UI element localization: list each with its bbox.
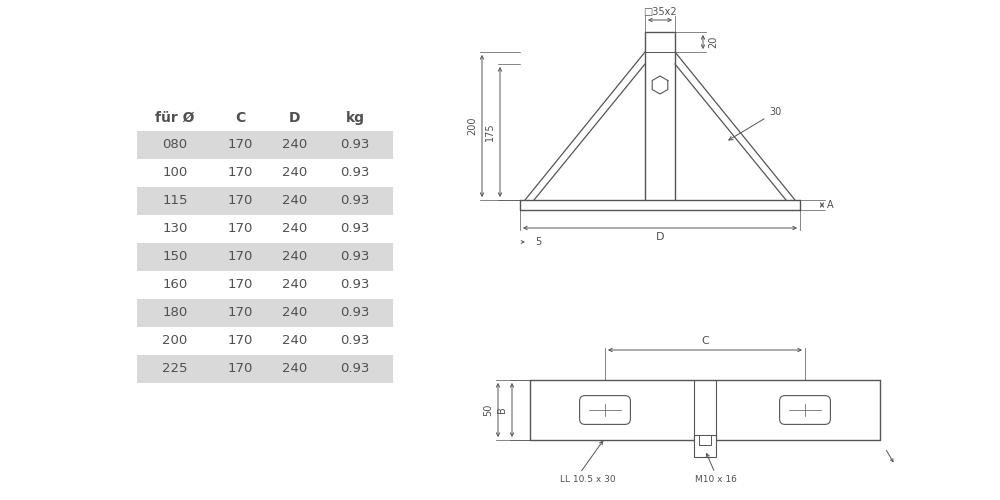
Text: 170: 170 bbox=[227, 138, 253, 151]
Bar bbox=[137, 243, 393, 271]
Text: 0.93: 0.93 bbox=[340, 278, 370, 291]
Bar bbox=[699, 435, 711, 445]
Text: 240: 240 bbox=[282, 306, 308, 320]
FancyBboxPatch shape bbox=[580, 396, 630, 424]
Text: 170: 170 bbox=[227, 278, 253, 291]
Text: 240: 240 bbox=[282, 194, 308, 207]
Text: für Ø: für Ø bbox=[155, 111, 195, 125]
Text: 0.93: 0.93 bbox=[340, 306, 370, 320]
Text: 0.93: 0.93 bbox=[340, 362, 370, 376]
Text: 200: 200 bbox=[162, 334, 188, 347]
Text: 170: 170 bbox=[227, 194, 253, 207]
Text: 240: 240 bbox=[282, 278, 308, 291]
Text: 170: 170 bbox=[227, 166, 253, 179]
Text: 240: 240 bbox=[282, 334, 308, 347]
Text: 180: 180 bbox=[162, 306, 188, 320]
Text: LL 10.5 x 30: LL 10.5 x 30 bbox=[560, 475, 616, 484]
Text: 0.93: 0.93 bbox=[340, 194, 370, 207]
Bar bbox=[137, 131, 393, 159]
Text: 30: 30 bbox=[729, 107, 782, 140]
Text: 240: 240 bbox=[282, 250, 308, 264]
Text: 0.93: 0.93 bbox=[340, 138, 370, 151]
Text: D: D bbox=[656, 232, 664, 242]
Text: B: B bbox=[497, 406, 507, 414]
Text: 080: 080 bbox=[162, 138, 188, 151]
Text: 240: 240 bbox=[282, 222, 308, 235]
Text: D: D bbox=[289, 111, 301, 125]
Text: C: C bbox=[235, 111, 245, 125]
Bar bbox=[137, 187, 393, 215]
Text: C: C bbox=[701, 336, 709, 346]
Text: □35x2: □35x2 bbox=[643, 7, 677, 17]
FancyBboxPatch shape bbox=[780, 396, 830, 424]
Text: 200: 200 bbox=[467, 116, 477, 135]
Text: 225: 225 bbox=[162, 362, 188, 376]
Text: 100: 100 bbox=[162, 166, 188, 179]
Bar bbox=[137, 355, 393, 383]
Text: 175: 175 bbox=[485, 122, 495, 142]
Text: 240: 240 bbox=[282, 166, 308, 179]
Text: 130: 130 bbox=[162, 222, 188, 235]
Text: kg: kg bbox=[346, 111, 364, 125]
Text: 170: 170 bbox=[227, 222, 253, 235]
Text: 170: 170 bbox=[227, 306, 253, 320]
Text: 5: 5 bbox=[535, 237, 541, 247]
Text: 240: 240 bbox=[282, 138, 308, 151]
Text: 170: 170 bbox=[227, 362, 253, 376]
Text: 150: 150 bbox=[162, 250, 188, 264]
Text: M10 x 16: M10 x 16 bbox=[695, 475, 737, 484]
Text: 170: 170 bbox=[227, 334, 253, 347]
Text: 0.93: 0.93 bbox=[340, 222, 370, 235]
Bar bbox=[694, 435, 716, 457]
Text: 160: 160 bbox=[162, 278, 188, 291]
Text: 0.93: 0.93 bbox=[340, 334, 370, 347]
Bar bbox=[137, 299, 393, 327]
Text: 0.93: 0.93 bbox=[340, 250, 370, 264]
Text: A: A bbox=[827, 200, 834, 210]
Text: 240: 240 bbox=[282, 362, 308, 376]
Text: 50: 50 bbox=[483, 404, 493, 416]
Text: 0.93: 0.93 bbox=[340, 166, 370, 179]
Text: 170: 170 bbox=[227, 250, 253, 264]
Text: 115: 115 bbox=[162, 194, 188, 207]
Text: 20: 20 bbox=[708, 36, 718, 48]
